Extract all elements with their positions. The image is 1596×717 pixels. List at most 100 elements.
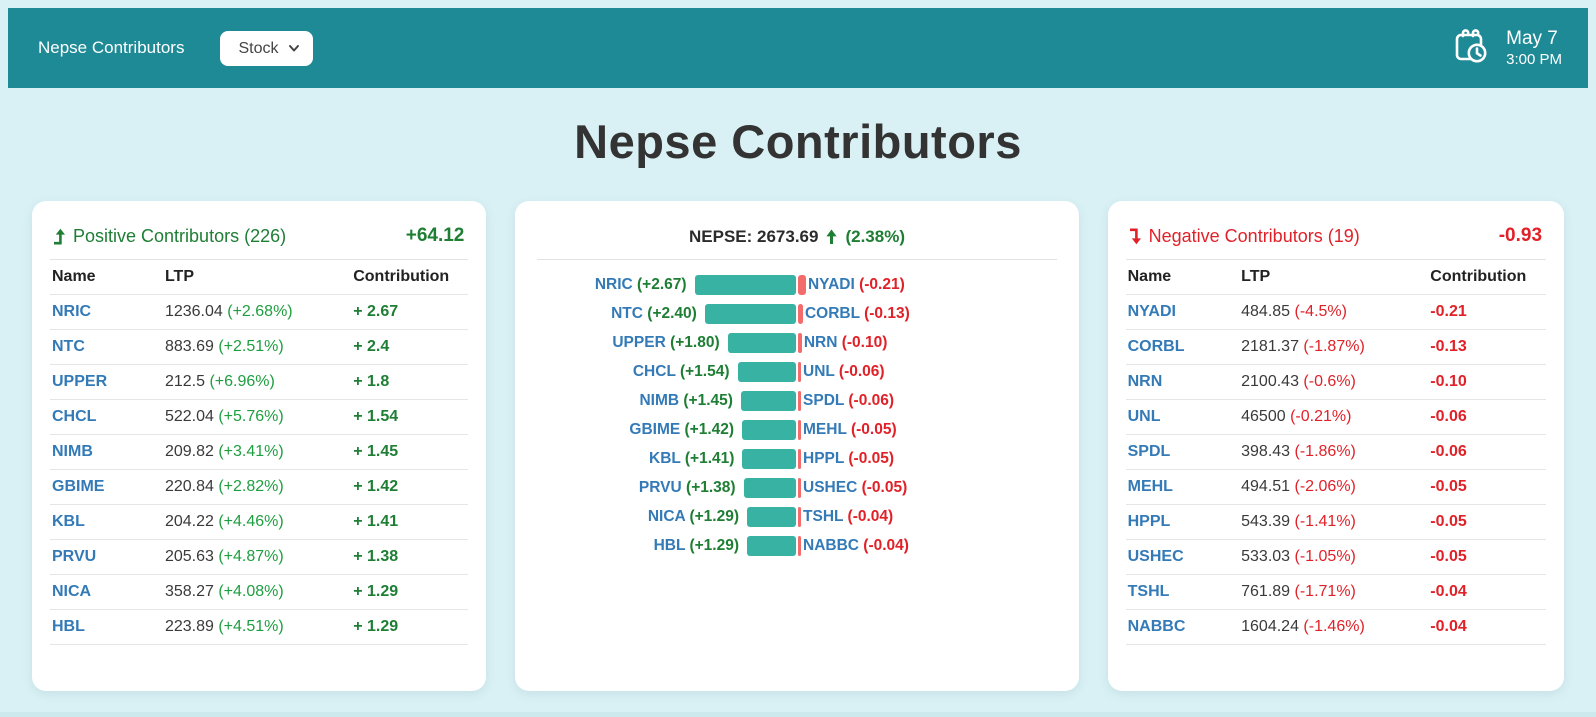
ticker-link[interactable]: UPPER	[612, 333, 666, 351]
market-select[interactable]: Stock	[220, 30, 314, 66]
ltp-cell: 494.51 (-2.06%)	[1239, 469, 1429, 505]
chart-right-label: HPPL (-0.05)	[803, 450, 894, 468]
nepse-index-header: NEPSE: 2673.69 (2.38%)	[537, 219, 1057, 260]
ticker-link[interactable]: NRIC	[50, 294, 163, 330]
ticker-link[interactable]: USHEC	[1125, 539, 1240, 575]
ticker-link[interactable]: SPDL	[803, 391, 845, 409]
ltp-cell: 212.5 (+6.96%)	[162, 364, 352, 400]
ticker-link[interactable]: NIMB	[639, 391, 680, 409]
ltp-cell: 209.82 (+3.41%)	[162, 434, 352, 470]
ticker-link[interactable]: NIMB	[50, 434, 163, 470]
ticker-link[interactable]: NRN	[1125, 364, 1240, 400]
tornado-chart: NRIC (+2.67) NYADI (-0.21) NTC (+2.40)	[533, 270, 1060, 560]
contribution-value: -0.05	[1428, 504, 1547, 540]
bottom-strip	[0, 712, 1596, 717]
ltp-percent: (+4.51%)	[218, 618, 284, 635]
ticker-link[interactable]: NICA	[50, 574, 163, 610]
ticker-link[interactable]: NYADI	[807, 275, 855, 293]
ltp-cell: 1604.24 (-1.46%)	[1239, 609, 1429, 645]
ltp-cell: 220.84 (+2.82%)	[162, 469, 352, 505]
positive-bar	[727, 332, 797, 353]
ticker-link[interactable]: HPPL	[803, 449, 845, 467]
chart-right-label: NYADI (-0.21)	[808, 276, 905, 294]
positive-card-title: Positive Contributors (226)	[73, 225, 287, 246]
ltp-percent: (-1.46%)	[1303, 618, 1365, 635]
ticker-link[interactable]: UPPER	[50, 364, 163, 400]
table-row: NTC 883.69 (+2.51%) + 2.4	[50, 329, 469, 365]
ticker-link[interactable]: SPDL	[1125, 434, 1240, 470]
negative-bar	[798, 390, 802, 411]
ticker-link[interactable]: NTC	[50, 329, 163, 365]
ltp-value: 1236.04	[164, 303, 223, 320]
col-ltp: LTP	[1239, 260, 1429, 295]
chart-left-label: NICA (+1.29)	[648, 508, 739, 526]
ltp-percent: (+4.46%)	[218, 513, 284, 530]
col-contribution: Contribution	[1428, 260, 1547, 295]
pos-change-label: (+1.38)	[686, 478, 736, 496]
chart-row-right: NABBC (-0.04)	[797, 535, 1061, 556]
negative-bar	[798, 361, 802, 382]
contribution-value: + 1.45	[351, 434, 469, 470]
table-row: UNL 46500 (-0.21%) -0.06	[1125, 399, 1547, 435]
ltp-cell: 358.27 (+4.08%)	[162, 574, 352, 610]
ticker-link[interactable]: NTC	[611, 304, 643, 322]
ticker-link[interactable]: NABBC	[1125, 609, 1240, 645]
ltp-percent: (-0.21%)	[1290, 408, 1352, 425]
chart-row-left: UPPER (+1.80)	[533, 332, 797, 353]
chart-row: UPPER (+1.80) NRN (-0.10)	[533, 328, 1060, 357]
ticker-link[interactable]: PRVU	[638, 478, 682, 496]
ticker-link[interactable]: HPPL	[1125, 504, 1240, 540]
chart-right-label: TSHL (-0.04)	[803, 508, 893, 526]
ticker-link[interactable]: KBL	[649, 449, 681, 467]
arrow-turn-down-icon	[1128, 228, 1144, 245]
negative-bar	[798, 274, 806, 295]
ticker-link[interactable]: UNL	[1125, 399, 1240, 435]
chart-row-left: NICA (+1.29)	[533, 506, 797, 527]
negative-bar	[798, 419, 802, 440]
ticker-link[interactable]: HBL	[653, 536, 686, 554]
app-header: Nepse Contributors Stock May 7 3:00 PM	[8, 8, 1588, 88]
chart-row-left: NTC (+2.40)	[533, 303, 797, 324]
positive-contributors-card: Positive Contributors (226) +64.12 Name …	[32, 201, 487, 691]
ticker-link[interactable]: PRVU	[50, 539, 163, 575]
ticker-link[interactable]: MEHL	[1125, 469, 1240, 505]
ltp-value: 212.5	[164, 373, 205, 390]
positive-table: Name LTP Contribution NRIC 1236.04 (+2.6…	[50, 260, 469, 645]
table-row: NYADI 484.85 (-4.5%) -0.21	[1125, 294, 1547, 330]
ticker-link[interactable]: NRN	[803, 333, 838, 351]
positive-bar	[704, 303, 797, 324]
ltp-percent: (+2.82%)	[218, 478, 284, 495]
neg-change-label: (-0.05)	[848, 449, 895, 467]
ltp-value: 2100.43	[1241, 373, 1299, 390]
ticker-link[interactable]: CORBL	[804, 304, 860, 322]
positive-bar	[740, 390, 797, 411]
ltp-cell: 204.22 (+4.46%)	[162, 504, 352, 540]
ticker-link[interactable]: CHCL	[632, 362, 676, 380]
ticker-link[interactable]: TSHL	[803, 507, 844, 525]
ticker-link[interactable]: GBIME	[629, 420, 681, 438]
ticker-link[interactable]: NYADI	[1125, 294, 1240, 330]
ticker-link[interactable]: MEHL	[803, 420, 847, 438]
pos-change-label: (+1.45)	[683, 391, 733, 409]
ticker-link[interactable]: NRIC	[594, 275, 633, 293]
ticker-link[interactable]: TSHL	[1125, 574, 1240, 610]
chart-right-label: SPDL (-0.06)	[803, 392, 894, 410]
nepse-chart-card: NEPSE: 2673.69 (2.38%) NRIC (+2.67) NYAD…	[515, 201, 1079, 691]
ticker-link[interactable]: GBIME	[50, 469, 163, 505]
ticker-link[interactable]: NICA	[647, 507, 686, 525]
ticker-link[interactable]: CHCL	[50, 399, 163, 435]
ticker-link[interactable]: HBL	[50, 609, 163, 645]
ticker-link[interactable]: UNL	[803, 362, 835, 380]
page-title: Nepse Contributors	[574, 115, 1022, 168]
table-row: NABBC 1604.24 (-1.46%) -0.04	[1125, 609, 1547, 645]
ltp-value: 205.63	[164, 548, 214, 565]
ticker-link[interactable]: NABBC	[803, 536, 859, 554]
table-row: HBL 223.89 (+4.51%) + 1.29	[50, 609, 469, 645]
positive-bar	[742, 419, 797, 440]
ltp-value: 358.27	[164, 583, 214, 600]
col-contribution: Contribution	[351, 260, 469, 295]
ticker-link[interactable]: KBL	[50, 504, 163, 540]
ticker-link[interactable]: CORBL	[1125, 329, 1240, 365]
neg-change-label: (-0.04)	[863, 536, 909, 554]
ticker-link[interactable]: USHEC	[803, 478, 858, 496]
